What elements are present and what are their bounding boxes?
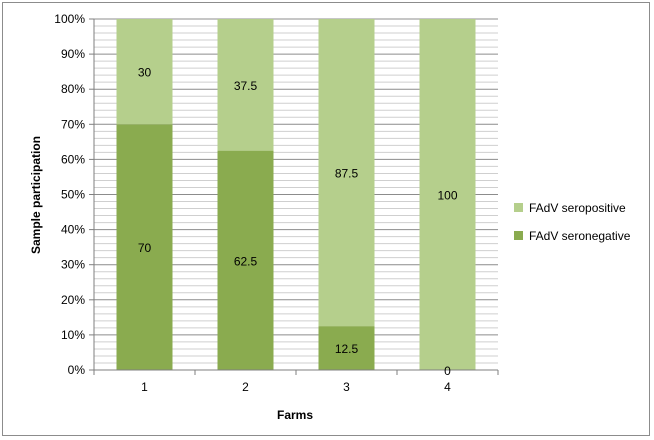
data-label: 87.5 — [335, 167, 359, 181]
legend-label: FAdV seropositive — [529, 201, 626, 215]
y-tick-label: 100% — [54, 12, 85, 26]
y-tick-label: 90% — [61, 47, 85, 61]
data-label: 12.5 — [335, 342, 359, 356]
x-tick-label: 3 — [343, 380, 350, 394]
bars — [116, 19, 476, 370]
y-tick-label: 60% — [61, 152, 85, 166]
data-label: 37.5 — [234, 79, 258, 93]
y-axis-title: Sample participation — [29, 136, 43, 254]
bar-seropositive-farm-3 — [318, 19, 375, 327]
y-tick-label: 10% — [61, 328, 85, 342]
legend-swatch — [514, 231, 523, 240]
data-label: 0 — [444, 364, 451, 378]
y-tick-label: 0% — [68, 363, 86, 377]
bar-seronegative-farm-3 — [318, 326, 375, 370]
data-label: 100 — [437, 189, 457, 203]
bar-seropositive-farm-1 — [116, 19, 173, 125]
legend-swatch — [514, 203, 523, 212]
axes: 0% 10% 20% 30% 40% 50% 60% 70% 80% 90% 100% 1 2 3 4 — [54, 12, 499, 394]
y-tick-label: 40% — [61, 223, 85, 237]
bar-seropositive-farm-4 — [419, 19, 476, 370]
bar-seropositive-farm-2 — [217, 19, 274, 151]
y-tick-label: 50% — [61, 188, 85, 202]
data-label: 30 — [138, 66, 152, 80]
legend: FAdV seropositive FAdV seronegative — [514, 201, 631, 243]
data-labels: 70 30 62.5 37.5 12.5 87.5 0 100 — [138, 66, 458, 378]
x-tick-label: 1 — [141, 380, 148, 394]
y-tick-label: 70% — [61, 117, 85, 131]
x-tick-label: 4 — [444, 380, 451, 394]
y-tick-label: 80% — [61, 82, 85, 96]
legend-label: FAdV seronegative — [529, 229, 631, 243]
x-axis-title: Farms — [277, 408, 313, 422]
x-tick-label: 2 — [242, 380, 249, 394]
data-label: 62.5 — [234, 254, 258, 268]
y-tick-label: 20% — [61, 293, 85, 307]
data-label: 70 — [138, 241, 152, 255]
bar-seronegative-farm-2 — [217, 150, 274, 370]
y-tick-label: 30% — [61, 258, 85, 272]
bar-seronegative-farm-1 — [116, 124, 173, 370]
